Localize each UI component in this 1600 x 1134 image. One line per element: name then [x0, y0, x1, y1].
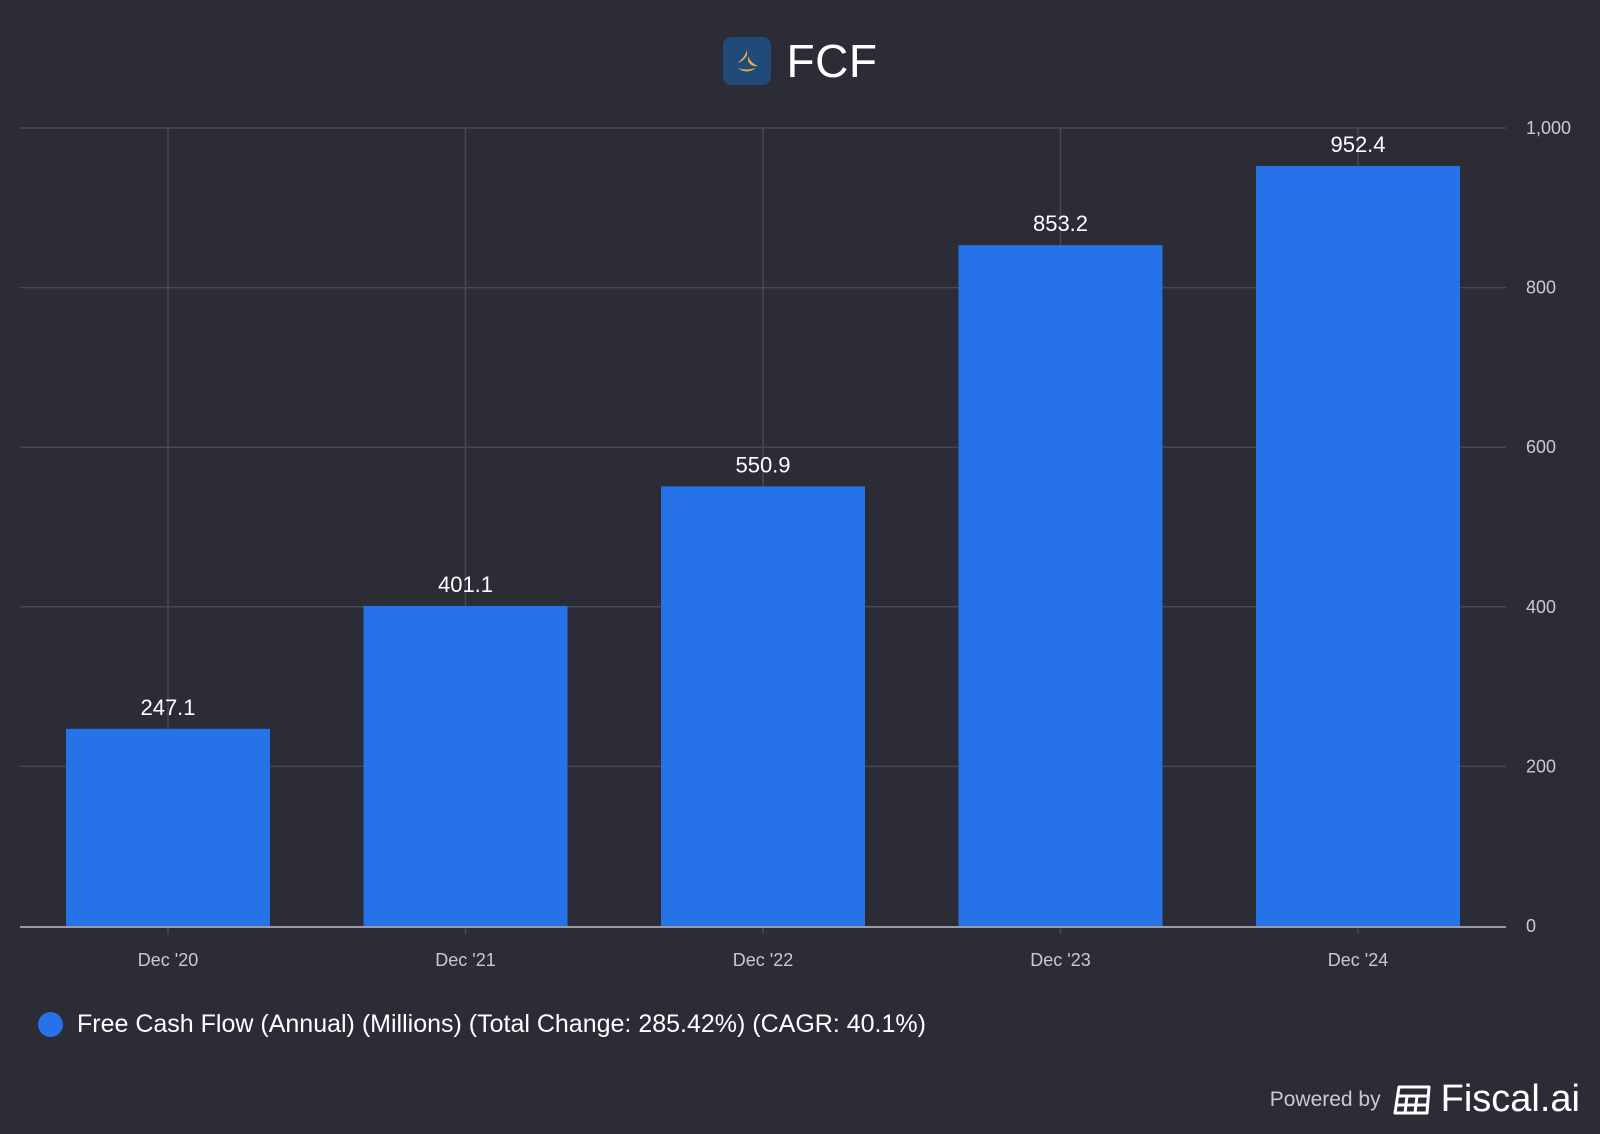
- bar[interactable]: [1256, 165, 1460, 926]
- bar[interactable]: [958, 245, 1163, 927]
- y-tick-label: 0: [1526, 916, 1536, 936]
- bar-value-label: 853.2: [1033, 211, 1088, 236]
- bar[interactable]: [363, 605, 568, 926]
- y-tick-label: 200: [1526, 756, 1556, 776]
- x-tick-label: Dec '22: [733, 950, 793, 970]
- legend-label: Free Cash Flow (Annual) (Millions) (Tota…: [77, 1010, 926, 1038]
- legend-swatch: [38, 1012, 63, 1037]
- powered-by-footer[interactable]: Powered by Fiscal.ai: [1270, 1078, 1580, 1121]
- bar-value-label: 401.1: [438, 572, 493, 597]
- fiscal-logo-icon: [1393, 1085, 1431, 1114]
- legend[interactable]: Free Cash Flow (Annual) (Millions) (Tota…: [38, 1010, 926, 1039]
- bar[interactable]: [66, 728, 270, 926]
- x-tick-label: Dec '23: [1030, 950, 1090, 970]
- company-logo-icon: [722, 37, 771, 85]
- page-title: FCF: [786, 35, 878, 87]
- x-tick-label: Dec '21: [435, 950, 495, 970]
- x-tick-label: Dec '20: [138, 950, 198, 970]
- bar-value-label: 247.1: [140, 695, 195, 720]
- y-tick-label: 600: [1526, 437, 1556, 457]
- chart-header: FCF: [0, 35, 1600, 87]
- bar-chart: 247.1 401.1 550.9 853.2 952.4 0 200 400 600 800 1…: [20, 118, 1571, 970]
- data-labels: 247.1 401.1 550.9 853.2 952.4: [140, 132, 1385, 720]
- y-tick-label: 1,000: [1526, 118, 1571, 138]
- bar-series: [66, 165, 1460, 927]
- x-tick-label: Dec '24: [1328, 950, 1388, 970]
- company-logo-mark: [736, 50, 758, 72]
- bar-value-label: 550.9: [735, 452, 790, 477]
- y-tick-label: 800: [1526, 278, 1556, 298]
- powered-by-text: Powered by: [1269, 1087, 1381, 1111]
- bar-value-label: 952.4: [1330, 132, 1385, 157]
- y-tick-label: 400: [1526, 597, 1556, 617]
- brand-name: Fiscal.ai: [1440, 1078, 1580, 1120]
- x-axis-tick-labels: Dec '20 Dec '21 Dec '22 Dec '23 Dec '24: [138, 950, 1388, 970]
- bar[interactable]: [661, 486, 865, 926]
- y-axis-tick-labels: 0 200 400 600 800 1,000: [1526, 118, 1571, 936]
